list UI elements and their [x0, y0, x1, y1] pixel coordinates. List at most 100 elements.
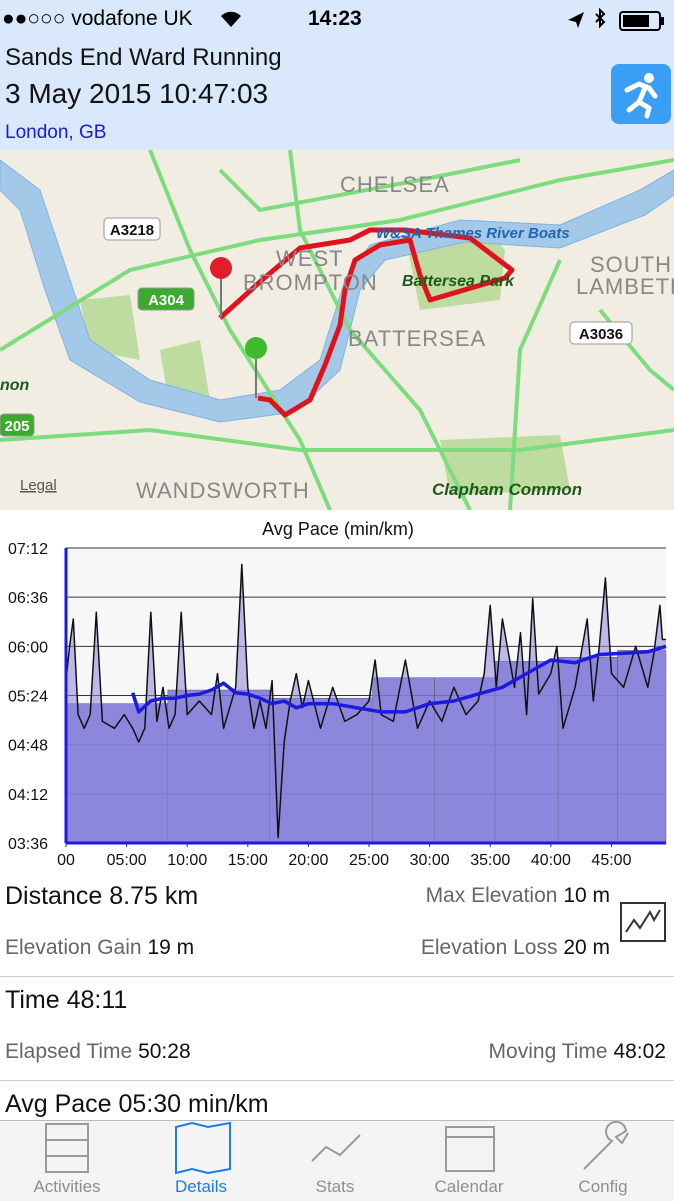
stat-right: Moving Time 48:02	[489, 1040, 666, 1064]
roads	[0, 150, 674, 510]
stat-label: Elevation Gain	[5, 936, 142, 959]
y-tick-label: 06:36	[8, 590, 48, 607]
stat-left: Avg Pace 05:30 min/km	[5, 1090, 269, 1119]
status-bar: ●●○○○ vodafone UK 14:23	[0, 0, 674, 40]
map-label: WEST	[276, 246, 344, 271]
stat-row: Elapsed Time 50:28 Moving Time 48:02	[0, 1028, 674, 1081]
wifi-icon	[221, 11, 241, 27]
x-tick-label: 20:00	[288, 852, 328, 869]
carrier: ●●○○○ vodafone UK	[2, 7, 193, 30]
y-tick-label: 04:12	[8, 787, 48, 804]
stat-label: Time	[5, 986, 60, 1014]
stat-label: Elapsed Time	[5, 1040, 133, 1063]
x-tick-label: 25:00	[349, 852, 389, 869]
road-badge	[569, 321, 633, 345]
stat-value: 20 m	[563, 936, 610, 959]
elevation-icon	[625, 909, 661, 933]
stat-value: 48:11	[66, 986, 128, 1014]
activity-title: Sands End Ward Running	[5, 44, 282, 71]
x-tick-label: 15:00	[228, 852, 268, 869]
activity-header: Sands End Ward Running 3 May 2015 10:47:…	[0, 40, 674, 150]
road-badge	[103, 217, 161, 241]
stat-label: Distance	[5, 882, 103, 910]
pace-area	[66, 564, 666, 843]
stat-label: Max Elevation	[425, 884, 558, 907]
map-label: BROMPTON	[243, 270, 378, 295]
river	[0, 159, 674, 423]
tab-icons	[45, 1121, 629, 1175]
map-label: LAMBETH	[576, 274, 674, 299]
y-tick-label: 04:48	[8, 738, 48, 755]
map-label: non	[0, 377, 30, 394]
smoothed-pace-line	[131, 644, 667, 714]
map-legal-link: Legal	[20, 477, 57, 494]
tab-item[interactable]: Details	[175, 1177, 227, 1196]
route-line	[218, 227, 515, 418]
map-label: WANDSWORTH	[136, 478, 310, 503]
stat-row: Elevation Gain 19 m Elevation Loss 20 m	[0, 924, 674, 977]
y-tick-label: 06:00	[8, 639, 48, 656]
road-label: A304	[148, 292, 185, 309]
tab-bar: Activities Details Stats Calendar Config	[0, 1120, 674, 1201]
status-icons	[568, 8, 664, 31]
start-pin	[245, 337, 267, 398]
x-tick-label: 05:00	[107, 852, 147, 869]
x-tick-label: 00	[57, 852, 75, 869]
road-label: A3218	[110, 222, 154, 239]
stat-value: 50:28	[138, 1040, 191, 1063]
x-tick-label: 40:00	[531, 852, 571, 869]
tab-item[interactable]: Config	[578, 1177, 628, 1196]
clock: 14:23	[308, 7, 362, 30]
tab-item[interactable]: Calendar	[434, 1177, 504, 1196]
stat-label: Avg Pace	[5, 1090, 112, 1118]
road-label: A3036	[579, 326, 623, 343]
activity-location[interactable]: London, GB	[5, 122, 107, 143]
stat-label: Moving Time	[488, 1040, 608, 1063]
map-label: Clapham Common	[432, 480, 582, 499]
stat-left: Elevation Gain 19 m	[5, 936, 194, 960]
stat-right: Elevation Loss 20 m	[421, 936, 610, 960]
x-tick-label: 35:00	[470, 852, 510, 869]
tab-item[interactable]: Stats	[315, 1177, 355, 1196]
stat-value: 10 m	[563, 884, 610, 907]
chart-title: Avg Pace (min/km)	[262, 519, 414, 539]
tab-item[interactable]: Activities	[33, 1177, 101, 1196]
pace-line	[65, 563, 666, 839]
stat-right: Max Elevation 10 m	[426, 884, 610, 908]
x-tick-label: 45:00	[591, 852, 631, 869]
x-tick-label: 10:00	[167, 852, 207, 869]
activity-type-icon[interactable]	[611, 64, 671, 124]
stat-row: Avg Pace 05:30 min/km	[0, 1080, 674, 1132]
map-label: SOUTH	[590, 252, 672, 277]
stat-value: 05:30 min/km	[118, 1090, 269, 1118]
y-tick-label: 03:36	[8, 836, 48, 853]
pace-chart: Avg Pace (min/km) 03:36 04:12 04:48 05:24 06…	[0, 510, 674, 872]
y-tick-label: 05:24	[8, 689, 48, 706]
end-pin	[210, 257, 232, 318]
stat-value: 48:02	[613, 1040, 666, 1063]
stats-list: Distance 8.75 km Max Elevation 10 m Elevat…	[0, 872, 674, 1122]
map-label: Battersea Park	[402, 273, 515, 290]
road-badge	[0, 413, 35, 437]
stat-left: Time 48:11	[5, 986, 127, 1015]
x-tick-label: 30:00	[410, 852, 450, 869]
road-badge	[137, 287, 195, 311]
activity-date: 3 May 2015 10:47:03	[5, 78, 269, 109]
road-label: 205	[4, 418, 29, 435]
map-label: BATTERSEA	[348, 326, 486, 351]
map-label: W&SA Thames River Boats	[376, 225, 570, 242]
stat-left: Elapsed Time 50:28	[5, 1040, 191, 1064]
stat-label: Elevation Loss	[420, 936, 558, 959]
stat-left: Distance 8.75 km	[5, 882, 198, 911]
stat-value: 8.75 km	[109, 882, 199, 910]
stat-row: Distance 8.75 km Max Elevation 10 m	[0, 872, 674, 924]
y-tick-label: 07:12	[8, 541, 48, 558]
elevation-button[interactable]	[620, 902, 666, 942]
map-label: CHELSEA	[340, 172, 450, 197]
stat-value: 19 m	[147, 936, 195, 959]
stat-row: Time 48:11	[0, 976, 674, 1028]
